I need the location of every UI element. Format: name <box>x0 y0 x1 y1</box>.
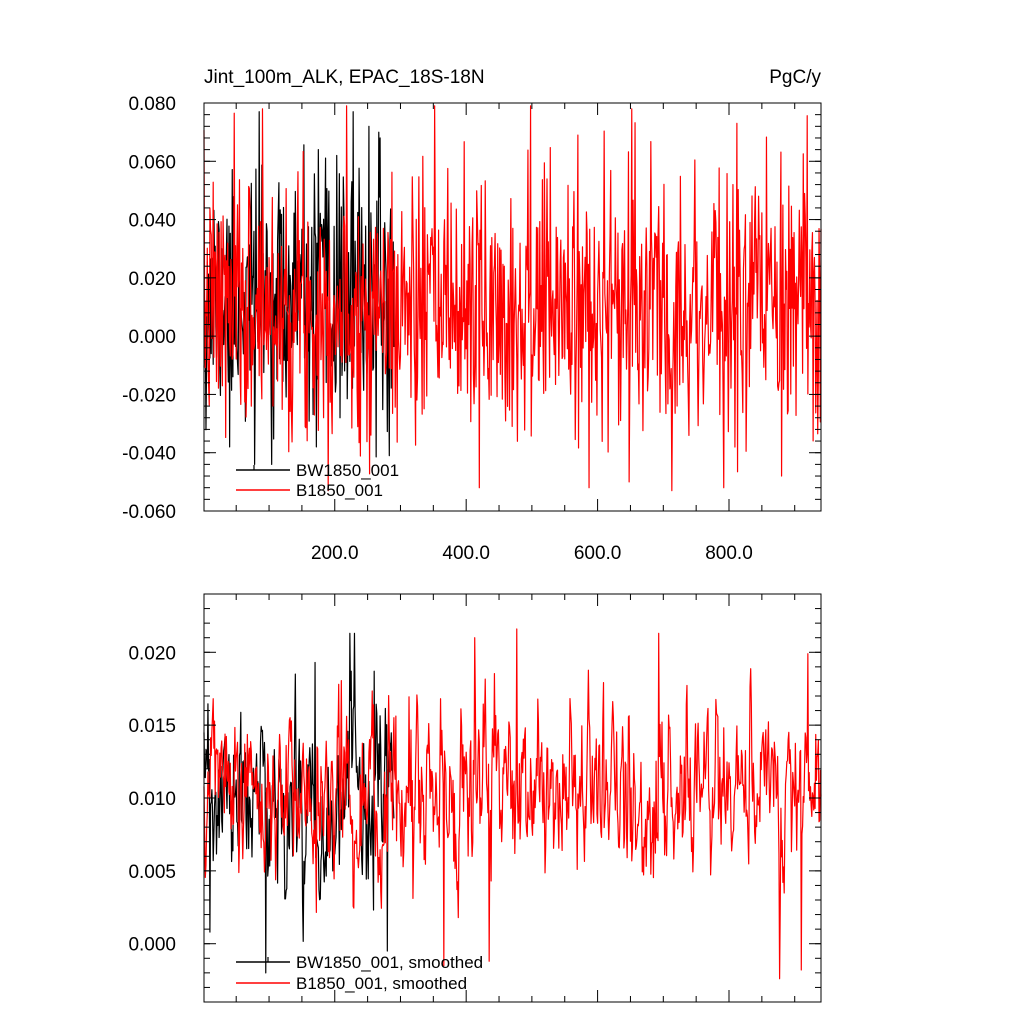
top-plot-frame <box>203 102 822 512</box>
legend-label-b1850-smoothed: B1850_001, smoothed <box>296 974 467 993</box>
legend-label-bw1850-smoothed: BW1850_001, smoothed <box>296 953 483 972</box>
x-tick-label: 400.0 <box>442 543 490 564</box>
y-tick-label: 0.020 <box>128 643 176 664</box>
bottom-tick-layer: 0.000 0.005 0.010 0.015 0.020 <box>128 593 821 1003</box>
top-panel-units: PgC/y <box>769 67 821 88</box>
series-line-b1850-001 <box>203 105 822 492</box>
top-panel: Jint_100m_ALK, EPAC_18S-18N PgC/y -0.060… <box>122 67 822 564</box>
x-tick-label: 200.0 <box>311 543 359 564</box>
y-tick-label: -0.040 <box>122 444 176 465</box>
y-tick-label: 0.010 <box>128 789 176 810</box>
legend-label-b1850: B1850_001 <box>296 481 383 500</box>
x-tick-label: 600.0 <box>574 543 622 564</box>
y-tick-label: 0.000 <box>128 327 176 348</box>
y-tick-label: 0.015 <box>128 716 176 737</box>
y-tick-label: 0.040 <box>128 211 176 232</box>
y-tick-label: 0.020 <box>128 269 176 290</box>
bottom-plot-frame <box>203 593 822 1003</box>
y-tick-label: -0.020 <box>122 385 176 406</box>
bottom-panel: 0.000 0.005 0.010 0.015 0.020 BW1850_001, sm… <box>128 593 822 1003</box>
series-line-bw1850-001-smoothed <box>203 632 395 974</box>
series-line-b1850-001-smoothed <box>203 628 822 980</box>
top-legend: BW1850_001 B1850_001 <box>236 461 399 500</box>
top-panel-title: Jint_100m_ALK, EPAC_18S-18N <box>204 67 485 88</box>
x-tick-label: 800.0 <box>705 543 753 564</box>
y-tick-label: 0.080 <box>128 94 176 115</box>
y-tick-label: 0.000 <box>128 935 176 956</box>
bottom-series-layer <box>203 628 822 980</box>
y-tick-label: 0.060 <box>128 152 176 173</box>
top-series-layer <box>203 105 822 492</box>
legend-label-bw1850: BW1850_001 <box>296 461 399 480</box>
top-tick-layer: -0.060 -0.040 -0.020 0.000 0.020 0.040 0.060 0.… <box>122 94 821 564</box>
bottom-legend: BW1850_001, smoothed B1850_001, smoothed <box>236 953 483 993</box>
y-tick-label: 0.005 <box>128 862 176 883</box>
y-tick-label: -0.060 <box>122 502 176 523</box>
